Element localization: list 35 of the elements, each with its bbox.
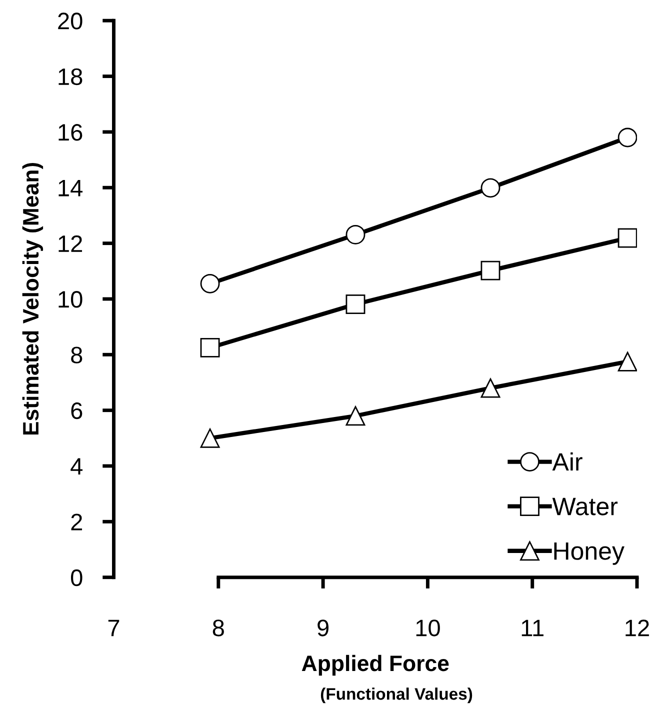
y-tick-label: 8 — [71, 346, 82, 364]
point — [200, 338, 220, 358]
y-tick-label: 6 — [71, 402, 82, 420]
y-tick-label: 18 — [58, 68, 82, 86]
y-tick-label: 14 — [58, 180, 83, 196]
point — [200, 428, 220, 448]
point — [480, 260, 500, 280]
point — [480, 178, 500, 198]
x-tick-label: 9 — [318, 620, 328, 636]
y-tick-label: 10 — [58, 291, 82, 308]
y-tick-label: 2 — [71, 514, 82, 530]
x-tick-label: 12 — [626, 620, 649, 636]
point — [480, 378, 500, 398]
point — [346, 224, 366, 244]
point — [618, 352, 637, 372]
y-tick-label: 4 — [70, 458, 83, 475]
x-tick-label: 10 — [416, 620, 440, 636]
y-tick-label: 16 — [58, 124, 82, 141]
x-tick-label: 11 — [522, 620, 544, 636]
point — [346, 294, 366, 314]
y-tick-label: 20 — [58, 12, 82, 30]
x-axis-title: Applied Force — [302, 654, 449, 676]
point — [618, 128, 637, 148]
y-tick-label: 12 — [58, 235, 82, 252]
point — [618, 228, 637, 248]
legend-label: Air — [552, 452, 582, 471]
legend-label: Honey — [554, 542, 624, 565]
text: (Functional Values) — [320, 688, 472, 704]
x-tick-label: 7 — [108, 620, 120, 636]
x-tick-label: 8 — [212, 620, 224, 636]
y-axis-title: Estimated Velocity (Mean) — [22, 162, 44, 435]
point — [200, 274, 220, 294]
legend-label: Water — [552, 498, 618, 516]
point — [346, 406, 366, 426]
y-tick-label: 0 — [70, 569, 82, 586]
